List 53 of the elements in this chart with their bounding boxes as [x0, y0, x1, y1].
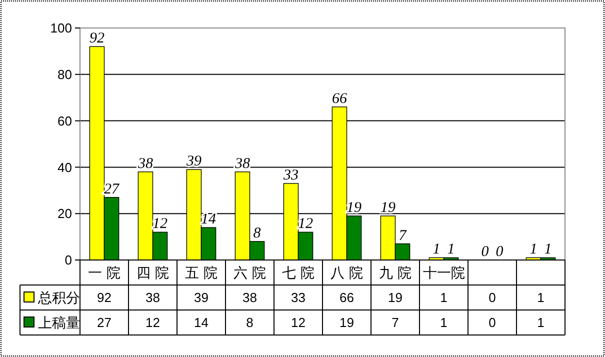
legend-label: 总积分 [37, 290, 80, 306]
x-tick-label: 五 院 [185, 265, 218, 282]
x-tick-label: 一 院 [88, 265, 120, 282]
x-tick-label: 七 院 [282, 265, 314, 282]
y-tick-label: 100 [50, 20, 72, 36]
data-label: 92 [89, 30, 105, 47]
text: 33 [291, 290, 306, 306]
y-tick-label: 20 [58, 206, 72, 222]
data-label: 0 [496, 244, 504, 260]
text: 38 [242, 290, 257, 306]
x-tick-label: 八 院 [330, 265, 363, 282]
x-tick-label: 十一院 [422, 265, 465, 282]
text: 12 [146, 315, 160, 330]
text: 39 [194, 290, 208, 306]
data-label: 39 [185, 154, 202, 170]
text: 1 [440, 315, 448, 330]
x-tick-label: 九 院 [379, 265, 412, 282]
y-tick-label: 60 [58, 113, 72, 128]
y-tick-label: 0 [64, 252, 72, 268]
data-label: 66 [332, 90, 348, 107]
text: 1 [537, 290, 544, 306]
legend-label: 上稿量 [38, 315, 80, 332]
text: 8 [246, 315, 254, 330]
data-label: 0 [481, 244, 490, 260]
data-label: 8 [253, 225, 262, 242]
text: 19 [340, 315, 354, 330]
data-label: 1 [447, 242, 455, 258]
data-label: 12 [298, 216, 314, 232]
data-label: 14 [201, 212, 217, 228]
text: 0 [488, 290, 496, 306]
y-tick-label: 80 [58, 66, 72, 82]
text: 19 [388, 290, 402, 306]
text: 27 [97, 315, 112, 330]
data-label: 1 [432, 242, 440, 258]
data-label: 7 [398, 228, 408, 244]
data-label: 19 [346, 200, 362, 216]
data-label: 33 [282, 167, 298, 184]
text: 66 [340, 290, 354, 306]
text: 1 [537, 315, 544, 330]
text: 12 [291, 315, 306, 330]
data-label: 1 [544, 242, 552, 258]
y-tick-label: 40 [58, 160, 72, 175]
text: 38 [146, 290, 160, 306]
text: 14 [194, 315, 208, 330]
text: 0 [488, 315, 496, 330]
data-label: 19 [380, 200, 396, 216]
x-tick-label: 六 院 [234, 265, 266, 282]
text: 92 [97, 290, 112, 306]
data-label: 1 [530, 242, 538, 258]
text: 7 [392, 315, 399, 330]
data-label: 12 [152, 216, 168, 232]
text: 1 [440, 290, 448, 306]
x-tick-label: 四 院 [136, 265, 169, 282]
